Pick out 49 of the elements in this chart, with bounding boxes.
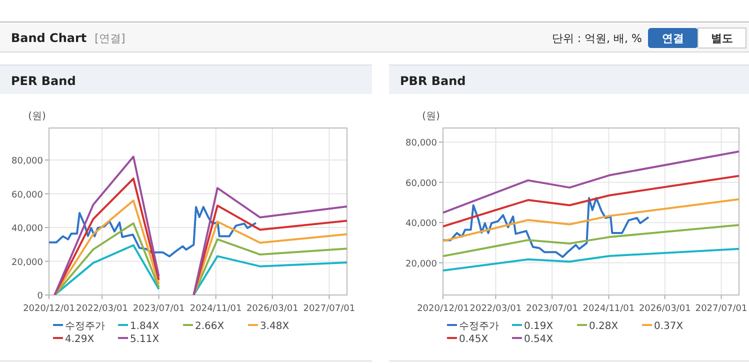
line-series — [443, 174, 739, 228]
legend-label: 0.37X — [654, 321, 684, 332]
y-tick-label: 60,000 — [12, 190, 44, 200]
x-tick-label: 2027/07/01 — [695, 304, 748, 314]
line-series — [49, 206, 257, 258]
chart-title: PER Band — [11, 74, 76, 88]
line-series — [443, 224, 739, 258]
legend-label: 0.54X — [524, 334, 554, 345]
x-tick-label: 2024/11/01 — [582, 304, 635, 314]
line-series — [443, 248, 739, 272]
text: 단위 : 억원, 배, % — [552, 32, 642, 45]
y-tick-label: 20,000 — [12, 258, 44, 268]
legend-label: 수정주가 — [65, 321, 105, 332]
x-tick-label: 2022/03/01 — [470, 304, 522, 314]
x-tick-label: 2026/03/01 — [638, 304, 691, 314]
legend-label: 0.19X — [524, 321, 554, 332]
text: [연결] — [94, 32, 126, 45]
x-tick-label: 2024/11/01 — [190, 304, 242, 314]
line-series — [443, 150, 739, 214]
x-tick-label: 2026/03/01 — [246, 304, 298, 314]
text: Band Chart — [11, 31, 87, 45]
x-tick-label: 2027/07/01 — [303, 304, 356, 314]
legend-label: 1.84X — [130, 321, 160, 332]
legend-label: 0.28X — [589, 321, 618, 332]
y-axis-title: (원) — [28, 111, 46, 122]
y-tick-label: 80,000 — [12, 156, 44, 167]
legend-label: 5.11X — [130, 334, 160, 345]
x-tick-label: 2023/07/01 — [526, 304, 578, 314]
line-series — [443, 197, 650, 258]
line-series — [443, 198, 739, 242]
y-tick-label: 0 — [37, 292, 44, 302]
x-tick-label: 2020/12/01 — [417, 304, 469, 314]
y-tick-label: 80,000 — [406, 138, 438, 149]
y-axis-title: (원) — [422, 111, 440, 122]
x-tick-label: 2020/12/01 — [23, 304, 75, 314]
legend-label: 2.66X — [195, 321, 224, 332]
text: 연결 — [662, 32, 684, 45]
legend-label: 3.48X — [260, 321, 290, 332]
text: 별도 — [711, 32, 733, 45]
chart-title: PBR Band — [400, 74, 466, 88]
y-tick-label: 20,000 — [406, 259, 438, 270]
legend-label: 4.29X — [65, 334, 94, 345]
y-tick-label: 40,000 — [12, 224, 44, 234]
x-tick-label: 2023/07/01 — [132, 304, 185, 314]
legend-label: 0.45X — [459, 334, 488, 345]
y-tick-label: 60,000 — [406, 178, 438, 189]
legend-label: 수정주가 — [459, 321, 499, 332]
y-tick-label: 40,000 — [406, 219, 438, 230]
x-tick-label: 2022/03/01 — [76, 304, 128, 314]
